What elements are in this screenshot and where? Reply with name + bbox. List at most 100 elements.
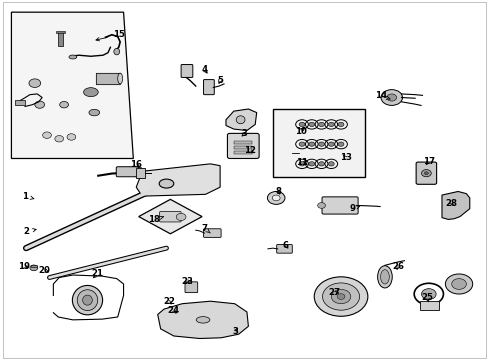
Text: 6: 6 [283, 241, 288, 250]
Text: 13: 13 [339, 153, 351, 162]
Ellipse shape [114, 48, 120, 55]
Bar [15, 100, 25, 105]
Bar [233, 146, 252, 149]
Polygon shape [225, 109, 256, 131]
Circle shape [55, 135, 63, 142]
Text: 19: 19 [18, 262, 30, 271]
Circle shape [336, 294, 344, 300]
Text: 3: 3 [232, 327, 238, 336]
FancyBboxPatch shape [184, 282, 197, 293]
FancyBboxPatch shape [322, 197, 357, 214]
Ellipse shape [377, 266, 391, 288]
Circle shape [337, 122, 343, 127]
Text: 3: 3 [241, 129, 247, 138]
Text: 5: 5 [217, 76, 223, 85]
Ellipse shape [89, 109, 100, 116]
Circle shape [328, 142, 333, 146]
Polygon shape [158, 301, 248, 338]
Text: 23: 23 [181, 276, 193, 285]
Circle shape [318, 122, 324, 127]
Circle shape [451, 279, 466, 289]
FancyBboxPatch shape [116, 167, 141, 177]
Ellipse shape [72, 285, 102, 315]
FancyBboxPatch shape [159, 212, 181, 222]
Circle shape [386, 94, 396, 101]
Text: 27: 27 [328, 288, 340, 297]
Ellipse shape [83, 87, 98, 96]
Ellipse shape [77, 290, 98, 311]
Text: 21: 21 [91, 269, 103, 278]
Bar [31, 265, 37, 267]
FancyBboxPatch shape [203, 80, 214, 95]
Circle shape [272, 195, 280, 201]
FancyBboxPatch shape [227, 134, 259, 158]
Text: 24: 24 [167, 306, 180, 315]
Text: 1: 1 [22, 192, 34, 201]
Circle shape [424, 172, 427, 175]
Circle shape [314, 277, 367, 316]
Circle shape [67, 134, 76, 140]
Circle shape [322, 283, 359, 310]
Bar [233, 151, 252, 154]
FancyBboxPatch shape [203, 229, 221, 237]
Text: 4: 4 [201, 65, 207, 74]
Circle shape [60, 102, 68, 108]
Polygon shape [272, 109, 365, 177]
Text: 20: 20 [39, 266, 50, 275]
Text: 14: 14 [374, 91, 389, 100]
Text: 11: 11 [295, 158, 307, 167]
Text: 2: 2 [23, 228, 36, 237]
Ellipse shape [159, 179, 173, 188]
Text: 9: 9 [349, 204, 359, 213]
Text: 28: 28 [445, 199, 457, 208]
Circle shape [421, 289, 435, 300]
Text: 10: 10 [294, 127, 306, 136]
Circle shape [308, 122, 314, 127]
Circle shape [337, 142, 343, 146]
Bar [233, 141, 252, 144]
Circle shape [318, 142, 324, 146]
Text: 17: 17 [422, 157, 434, 166]
Circle shape [317, 203, 325, 208]
Circle shape [421, 170, 430, 177]
Circle shape [42, 132, 51, 138]
Circle shape [445, 274, 472, 294]
Circle shape [30, 265, 38, 271]
Text: 8: 8 [275, 187, 281, 196]
Ellipse shape [118, 73, 122, 84]
Circle shape [308, 142, 314, 146]
Circle shape [330, 289, 350, 304]
Ellipse shape [196, 317, 209, 323]
Polygon shape [136, 164, 220, 196]
Polygon shape [11, 12, 133, 158]
FancyBboxPatch shape [276, 244, 292, 253]
Circle shape [176, 213, 185, 221]
Circle shape [29, 79, 41, 87]
Text: 12: 12 [244, 146, 256, 155]
Text: 16: 16 [130, 161, 142, 170]
Bar [136, 168, 145, 178]
Ellipse shape [380, 270, 388, 284]
Text: 18: 18 [148, 215, 163, 224]
Circle shape [267, 192, 285, 204]
Text: 15: 15 [96, 30, 124, 41]
Ellipse shape [236, 116, 244, 124]
Circle shape [299, 122, 305, 127]
Circle shape [380, 90, 402, 105]
Bar [419, 301, 438, 310]
Circle shape [299, 162, 305, 166]
Circle shape [299, 142, 305, 146]
Ellipse shape [69, 55, 77, 59]
Circle shape [328, 162, 333, 166]
Text: 25: 25 [421, 293, 432, 302]
Polygon shape [139, 199, 202, 234]
Ellipse shape [82, 295, 92, 305]
Circle shape [328, 122, 333, 127]
FancyBboxPatch shape [415, 162, 436, 184]
Circle shape [308, 162, 314, 166]
Text: 26: 26 [391, 262, 403, 271]
Polygon shape [441, 192, 469, 220]
Text: 7: 7 [201, 224, 210, 233]
FancyBboxPatch shape [181, 64, 192, 77]
Bar [58, 32, 62, 45]
